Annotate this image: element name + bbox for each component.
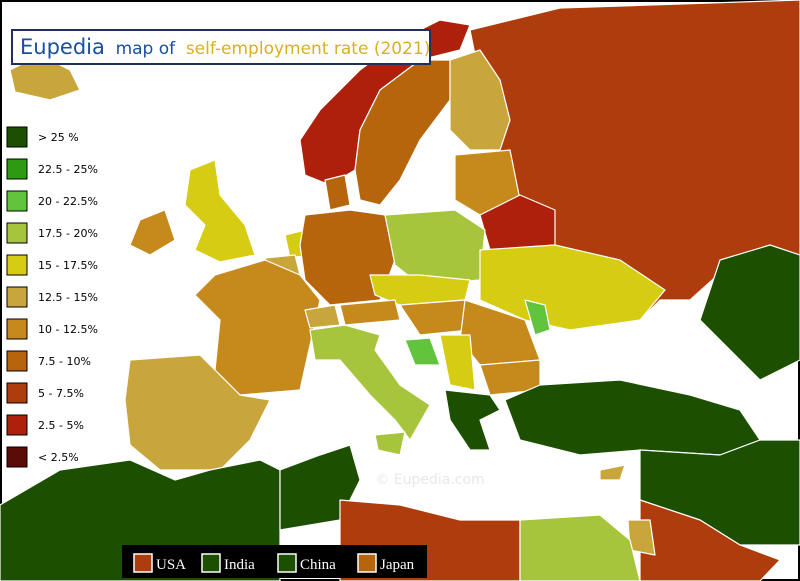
comparison-label: Japan bbox=[380, 557, 415, 573]
legend-swatch bbox=[6, 222, 28, 244]
country bbox=[639, 499, 781, 581]
country bbox=[699, 244, 800, 381]
country bbox=[124, 354, 271, 471]
legend-label: < 2.5% bbox=[38, 451, 79, 464]
legend-label: 20 - 22.5% bbox=[38, 195, 98, 208]
legend-swatch bbox=[6, 382, 28, 404]
country bbox=[444, 389, 501, 451]
country bbox=[324, 174, 351, 211]
legend-swatch bbox=[6, 318, 28, 340]
country bbox=[519, 514, 641, 581]
legend-swatch bbox=[6, 446, 28, 468]
title-prefix: map of bbox=[116, 39, 177, 59]
legend-swatch bbox=[6, 126, 28, 148]
comparison-label: China bbox=[300, 557, 336, 573]
comparison-label: USA bbox=[156, 557, 186, 573]
legend-label: 7.5 - 10% bbox=[38, 355, 91, 368]
country bbox=[194, 259, 321, 396]
comparison-legend: USA India China Japan bbox=[122, 545, 427, 578]
title-subject: self-employment rate (2021) bbox=[186, 39, 431, 59]
legend-label: 10 - 12.5% bbox=[38, 323, 98, 336]
comparison-swatch bbox=[133, 553, 153, 573]
country bbox=[524, 299, 551, 336]
country bbox=[309, 324, 431, 441]
legend-label: 15 - 17.5% bbox=[38, 259, 98, 272]
legend-label: > 25 % bbox=[38, 131, 79, 144]
watermark: © Eupedia.com bbox=[375, 472, 484, 488]
legend-swatch bbox=[6, 414, 28, 436]
legend: > 25 % 22.5 - 25% 20 - 22.5% 17.5 - 20% 15 -… bbox=[6, 126, 98, 468]
legend-label: 22.5 - 25% bbox=[38, 163, 98, 176]
legend-swatch bbox=[6, 254, 28, 276]
country bbox=[184, 159, 256, 263]
comparison-swatch bbox=[357, 553, 377, 573]
country bbox=[304, 304, 341, 329]
country bbox=[339, 299, 401, 326]
country bbox=[599, 464, 626, 481]
legend-swatch bbox=[6, 190, 28, 212]
country bbox=[129, 209, 176, 256]
country bbox=[479, 244, 666, 331]
legend-label: 17.5 - 20% bbox=[38, 227, 98, 240]
country bbox=[354, 59, 451, 206]
title: Eupedia map of self-employment rate (202… bbox=[20, 35, 430, 59]
legend-label: 12.5 - 15% bbox=[38, 291, 98, 304]
comparison-swatch bbox=[201, 553, 221, 573]
country bbox=[449, 49, 511, 151]
legend-swatch bbox=[6, 158, 28, 180]
country bbox=[479, 194, 556, 251]
title-brand: Eupedia bbox=[20, 35, 105, 59]
title-frame bbox=[11, 29, 431, 65]
country bbox=[439, 334, 476, 391]
comparison-label: India bbox=[224, 557, 255, 573]
legend-label: 5 - 7.5% bbox=[38, 387, 84, 400]
comparison-swatch bbox=[277, 553, 297, 573]
legend-swatch bbox=[6, 286, 28, 308]
country bbox=[404, 337, 441, 366]
legend-swatch bbox=[6, 350, 28, 372]
legend-label: 2.5 - 5% bbox=[38, 419, 84, 432]
title-box: Eupedia map of self-employment rate (202… bbox=[11, 29, 431, 65]
country bbox=[374, 431, 406, 456]
